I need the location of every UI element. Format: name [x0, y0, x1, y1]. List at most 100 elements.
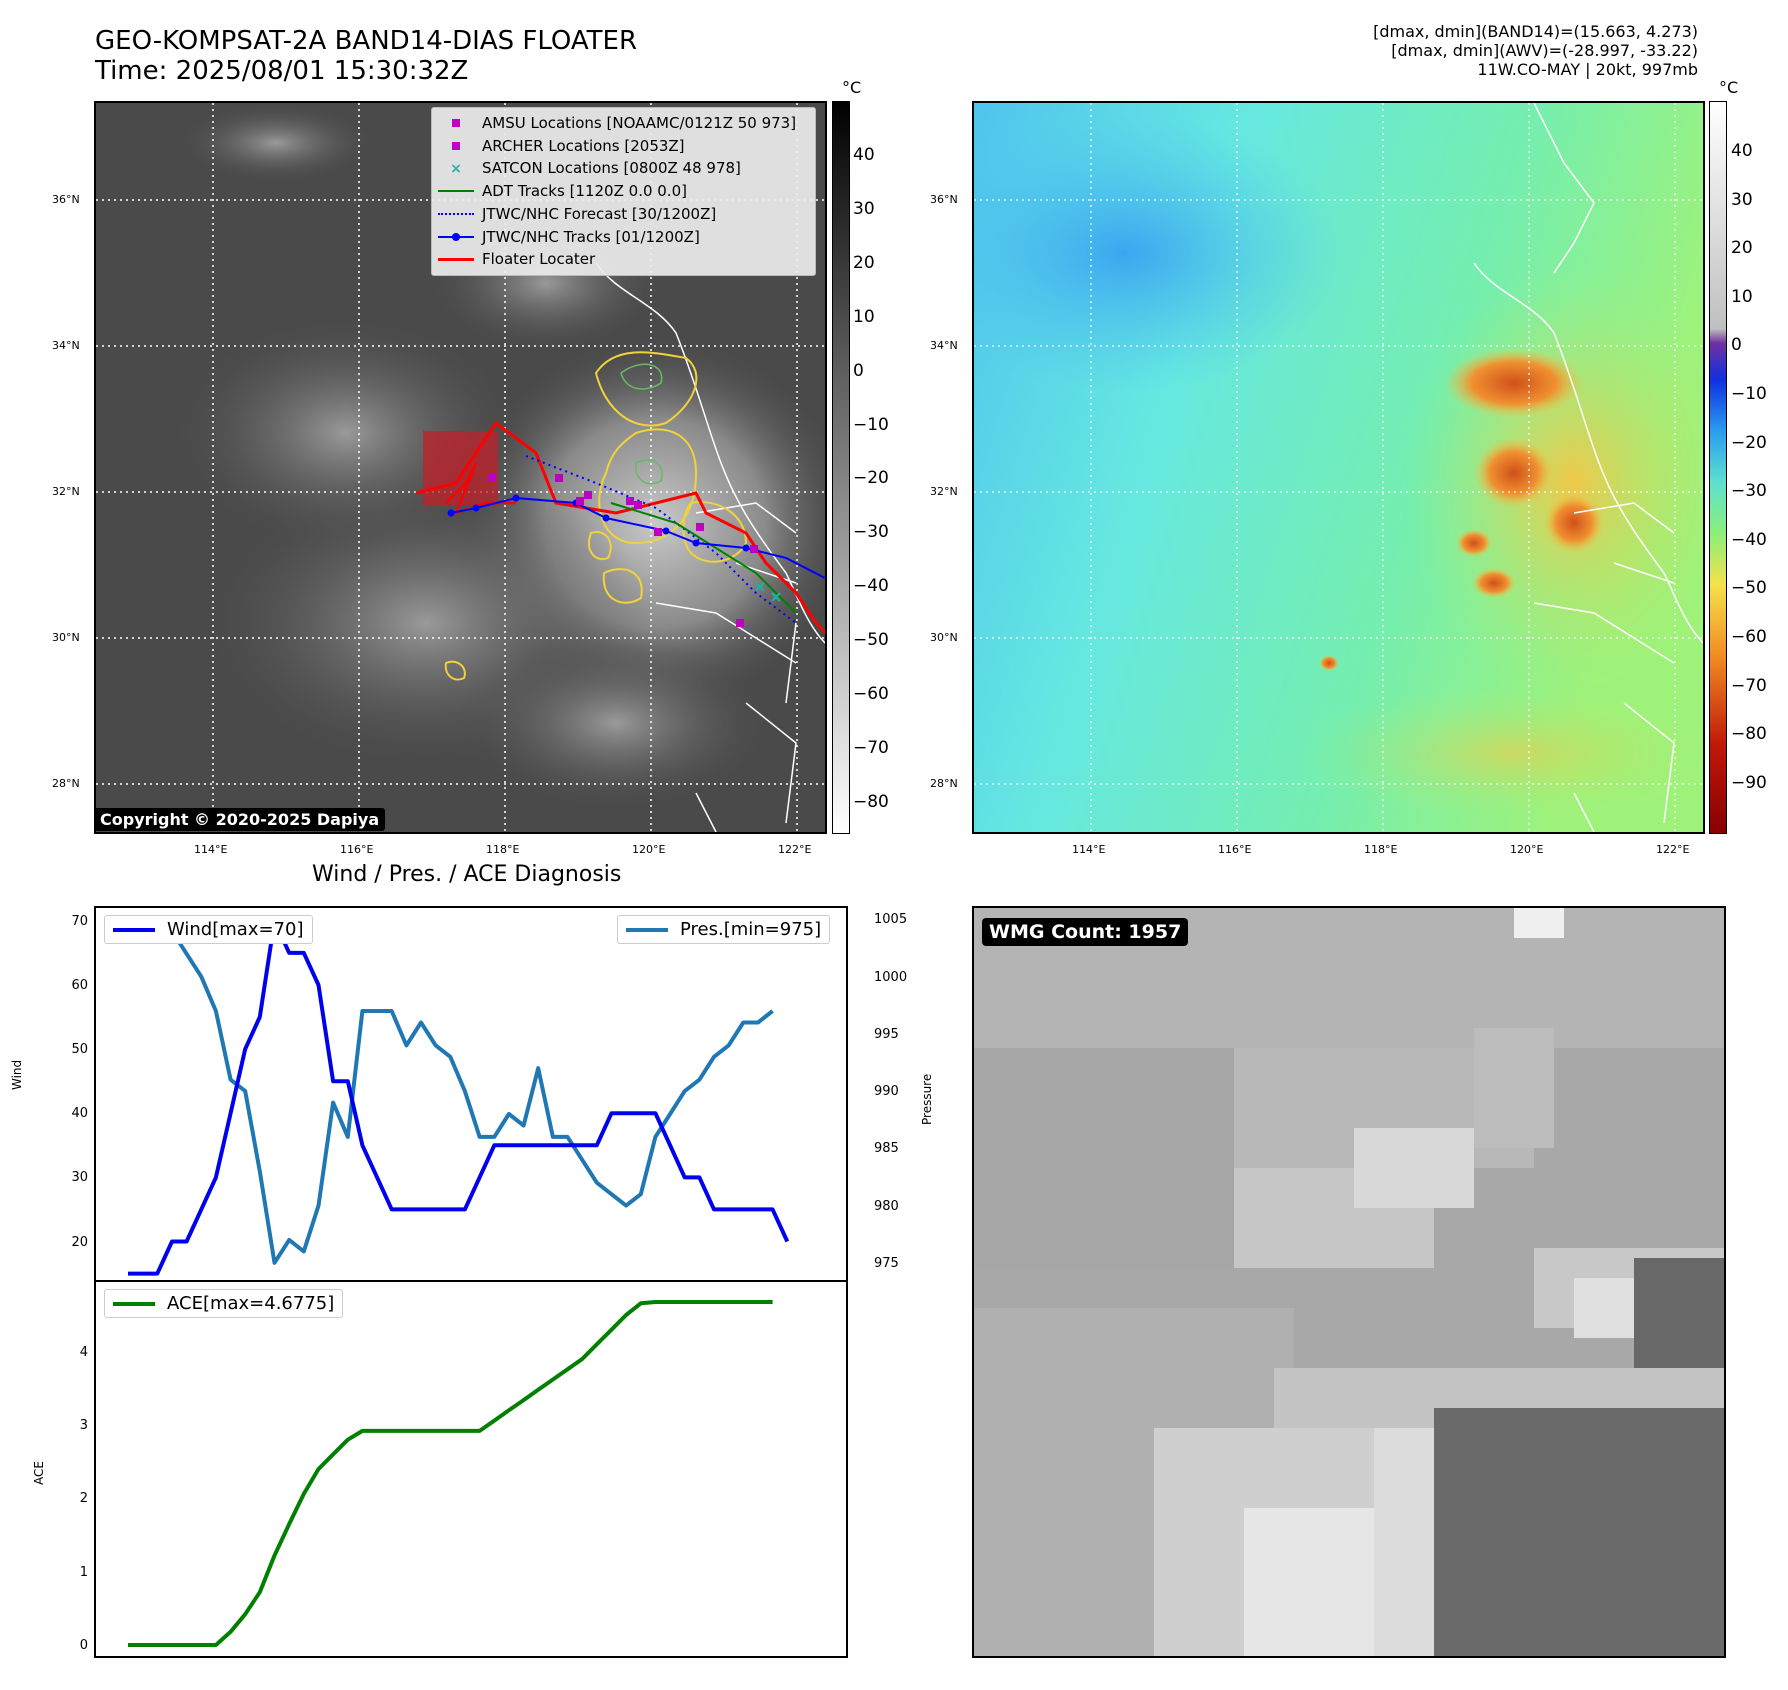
wv-colorbar-tick: −80: [1731, 724, 1767, 745]
ace-plot: [94, 1280, 848, 1658]
ir-map-panel: [94, 101, 827, 834]
wv-colorbar-tick: 0: [1731, 335, 1742, 356]
ace-tick: 3: [79, 1418, 88, 1433]
legend-item-archer: ARCHER Locations [2053Z]: [438, 135, 809, 158]
blue-line-dot-icon: [438, 230, 474, 244]
diagnosis-title: Wind / Pres. / ACE Diagnosis: [312, 862, 622, 887]
legend-label: ADT Tracks [1120Z 0.0 0.0]: [482, 182, 687, 201]
wind-axis-label: Wind: [10, 1059, 24, 1090]
ir-colorbar-tick: 0: [853, 360, 864, 381]
lat-tick: 32°N: [52, 485, 80, 498]
wv-colorbar-tick: −90: [1731, 772, 1767, 793]
lon-tick: 120°E: [1510, 843, 1544, 856]
legend-label: JTWC/NHC Forecast [30/1200Z]: [482, 204, 717, 223]
wv-colorbar-tick: −10: [1731, 384, 1767, 404]
wind-series-line: [128, 918, 790, 1276]
ace-legend-label: ACE[max=4.6775]: [167, 1293, 335, 1314]
info-line3: 11W.CO-MAY | 20kt, 997mb: [1477, 60, 1698, 79]
legend-label: AMSU Locations [NOAAMC/0121Z 50 973]: [482, 114, 797, 132]
ir-colorbar-tick: −70: [853, 737, 889, 758]
info-line1: [dmax, dmin](BAND14)=(15.663, 4.273): [1373, 22, 1698, 41]
ir-colorbar-tick: −30: [853, 522, 889, 543]
wv-colorbar-tick: −60: [1731, 627, 1767, 647]
copyright-label: Copyright © 2020-2025 Dapiya: [94, 808, 386, 831]
lat-tick: 28°N: [930, 777, 958, 790]
legend-label: Floater Locater: [482, 250, 596, 269]
pressure-tick: 985: [874, 1141, 899, 1157]
wv-colorbar-tick: −30: [1731, 481, 1767, 502]
ace-legend: ACE[max=4.6775]: [104, 1289, 344, 1318]
wv-colorbar-unit: °C: [1719, 78, 1739, 97]
pressure-tick: 1000: [874, 969, 908, 985]
wv-map-panel: [972, 101, 1705, 834]
lat-tick: 36°N: [52, 193, 80, 206]
ir-colorbar-tick: −80: [853, 791, 889, 812]
wind-legend-label: Wind[max=70]: [167, 919, 304, 940]
blue-dotted-line-icon: [438, 207, 474, 221]
wind-tick: 60: [71, 977, 88, 993]
wv-colorbar-tick: 10: [1731, 286, 1753, 307]
ir-colorbar: [832, 101, 850, 834]
ace-series-line: [128, 1300, 773, 1647]
legend-item-adt: ADT Tracks [1120Z 0.0 0.0]: [438, 180, 809, 203]
wv-colorbar-tick: 40: [1731, 141, 1753, 161]
lon-tick: 118°E: [1364, 843, 1398, 856]
ir-colorbar-unit: °C: [842, 78, 862, 97]
ir-colorbar-tick: −10: [853, 414, 889, 435]
pressure-tick: 975: [874, 1255, 899, 1271]
pressure-axis-label: Pressure: [920, 1073, 934, 1125]
ace-axis-label: ACE: [32, 1461, 46, 1485]
lat-tick: 30°N: [930, 631, 958, 644]
legend-item-amsu: AMSU Locations [NOAAMC/0121Z 50 973]: [438, 112, 809, 135]
ir-colorbar-tick: 10: [853, 306, 875, 327]
legend-item-floater: Floater Locater: [438, 248, 809, 271]
lat-tick: 30°N: [52, 631, 80, 644]
wind-tick: 30: [71, 1170, 88, 1186]
wind-legend: Wind[max=70]: [104, 915, 313, 944]
ace-tick: 4: [79, 1344, 88, 1360]
magenta-square-icon: [438, 116, 474, 130]
ace-line-icon: [113, 1301, 155, 1306]
wv-map-image: [974, 103, 1703, 832]
legend-item-forecast: JTWC/NHC Forecast [30/1200Z]: [438, 203, 809, 226]
green-line-icon: [438, 184, 474, 198]
lat-tick: 36°N: [930, 193, 958, 206]
wv-colorbar: [1709, 101, 1727, 834]
ir-map-image: [96, 103, 825, 832]
teal-x-icon: ×: [450, 160, 462, 177]
wmg-image: [974, 908, 1724, 1656]
pressure-line-icon: [626, 927, 668, 932]
info-line2: [dmax, dmin](AWV)=(-28.997, -33.22): [1391, 41, 1698, 60]
wind-line-icon: [113, 927, 155, 932]
lon-tick: 114°E: [1072, 843, 1106, 856]
ace-tick: 0: [79, 1638, 88, 1653]
ir-colorbar-tick: −50: [853, 630, 889, 651]
lat-tick: 28°N: [52, 777, 80, 790]
wv-colorbar-tick: 30: [1731, 189, 1753, 210]
wv-colorbar-tick: −20: [1731, 432, 1767, 453]
wv-colorbar-tick: −50: [1731, 578, 1767, 599]
pressure-legend: Pres.[min=975]: [617, 915, 831, 944]
pressure-series-line: [128, 928, 774, 1265]
ir-colorbar-tick: 40: [853, 145, 875, 165]
lon-tick: 122°E: [778, 843, 812, 856]
figure-title-line1: GEO-KOMPSAT-2A BAND14-DIAS FLOATER: [95, 26, 638, 56]
ace-tick: 1: [79, 1564, 88, 1580]
legend-item-tracks: JTWC/NHC Tracks [01/1200Z]: [438, 226, 809, 249]
ace-svg: [128, 1300, 773, 1647]
wind-tick: 20: [71, 1234, 88, 1250]
pressure-legend-label: Pres.[min=975]: [680, 919, 822, 940]
legend-item-satcon: × SATCON Locations [0800Z 48 978]: [438, 157, 809, 180]
lat-tick: 34°N: [52, 339, 80, 352]
wv-colorbar-tick: −70: [1731, 675, 1767, 696]
lon-tick: 120°E: [632, 843, 666, 856]
lon-tick: 116°E: [1218, 843, 1252, 856]
red-line-icon: [438, 253, 474, 267]
ir-colorbar-tick: −40: [853, 576, 889, 597]
legend-label: ARCHER Locations [2053Z]: [482, 136, 685, 155]
wind-pressure-svg: [128, 918, 790, 1276]
pressure-tick: 995: [874, 1026, 899, 1042]
wmg-count-badge: WMG Count: 1957: [982, 918, 1189, 946]
wind-tick: 70: [71, 913, 88, 929]
lon-tick: 118°E: [486, 843, 520, 856]
